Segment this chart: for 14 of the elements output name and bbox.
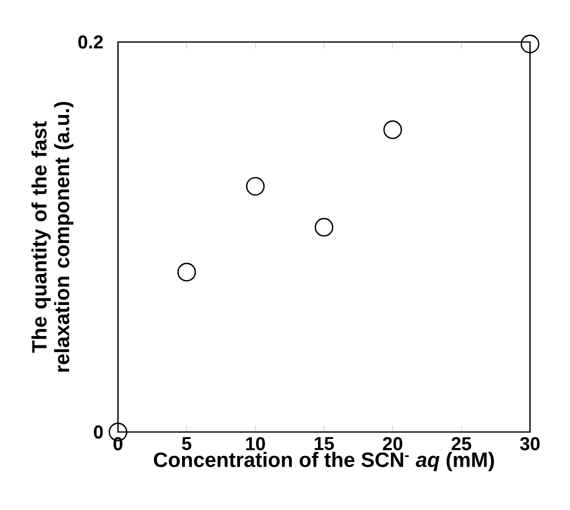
x-tick-label: 30 [520,437,540,450]
x-tick-label: 15 [314,437,334,450]
point [383,120,402,140]
point [520,34,540,54]
x-tick-label: 5 [182,437,192,450]
x-tick-label: 20 [382,437,402,450]
point [177,262,196,282]
x-tick-label: 10 [246,437,265,450]
point [246,176,265,196]
y-tick-label: 0.2 [78,35,103,49]
y-axis-title: The quantity of the fast relaxation component (a.u.) [31,102,74,372]
x-axis-title: Concentration of the SCN$^{-}$ aq (mM) [154,452,494,472]
x-tick-label: 25 [452,437,472,450]
point [314,218,334,237]
